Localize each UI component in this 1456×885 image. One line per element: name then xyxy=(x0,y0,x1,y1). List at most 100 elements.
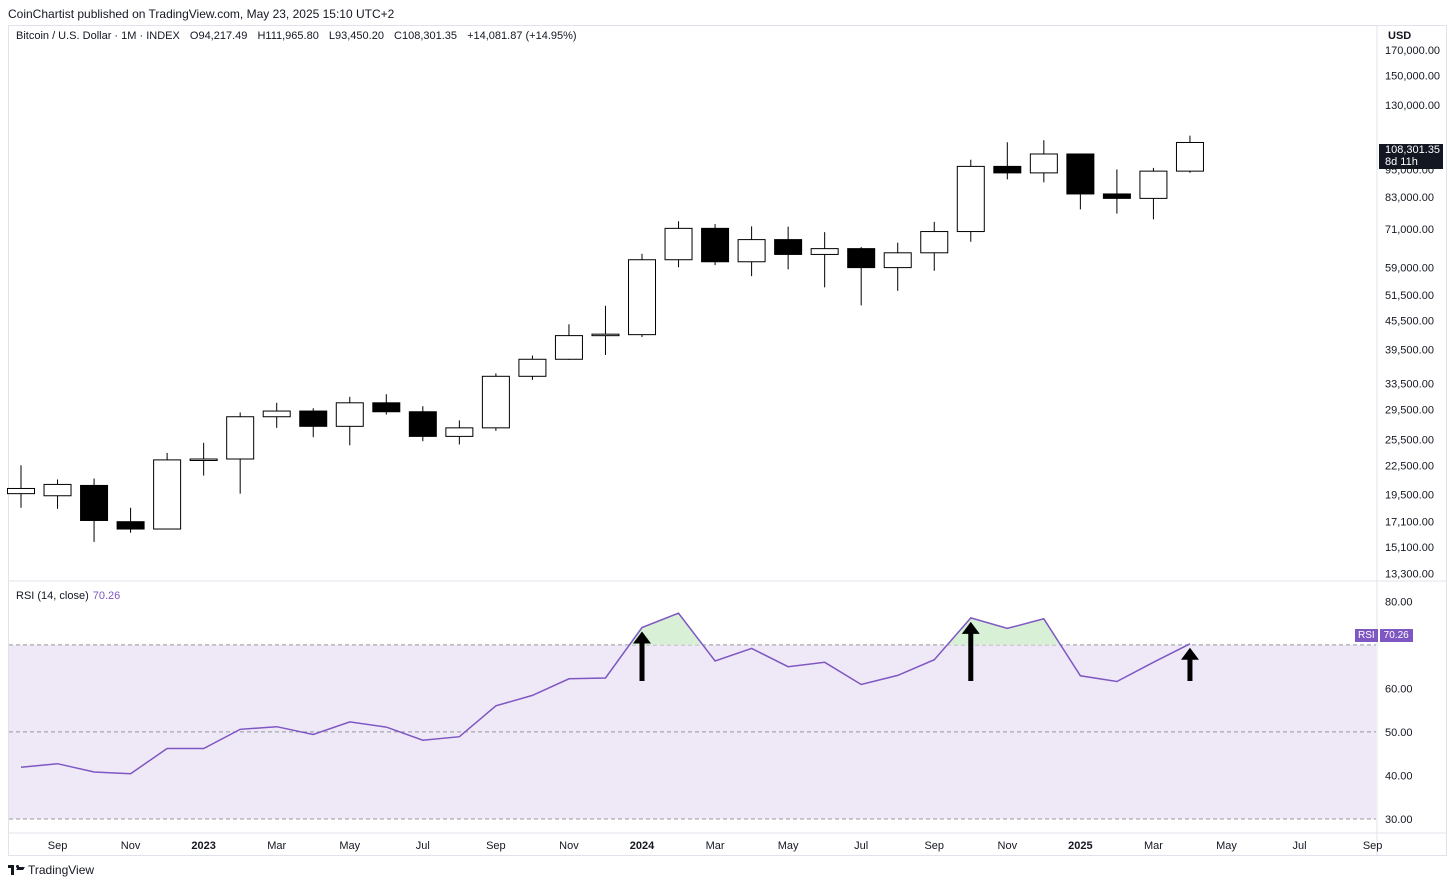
time-tick-label: May xyxy=(1216,840,1237,852)
up-arrow-icon xyxy=(1180,647,1199,681)
time-tick-label: Nov xyxy=(559,840,579,852)
chart-frame xyxy=(8,25,1447,856)
time-tick-label: 2024 xyxy=(630,840,655,852)
ohlc-change: +14,081.87 (+14.95%) xyxy=(467,30,577,42)
candle-down xyxy=(1066,153,1095,195)
up-arrow-icon xyxy=(633,631,652,681)
price-tick-label: 15,100.00 xyxy=(1385,542,1434,554)
candle-up xyxy=(956,165,985,233)
candle-up xyxy=(664,227,693,261)
rsi-tag-value: 70.26 xyxy=(1379,629,1413,642)
price-tick-label: 150,000.00 xyxy=(1385,71,1440,83)
candle-up xyxy=(7,487,35,495)
candle-up xyxy=(445,427,474,437)
rsi-last-value-tag: RSI 70.26 xyxy=(1355,629,1413,642)
brand-name[interactable]: TradingView xyxy=(28,863,95,877)
candle-up xyxy=(591,333,620,337)
candle-up xyxy=(920,231,949,254)
candle-up xyxy=(810,248,839,255)
candle-up xyxy=(43,483,72,497)
time-tick-label: Jul xyxy=(854,840,868,852)
price-tick-label: 59,000.00 xyxy=(1385,262,1434,274)
price-tick-label: 83,000.00 xyxy=(1385,192,1434,204)
price-tick-label: 170,000.00 xyxy=(1385,45,1440,57)
symbol-name[interactable]: Bitcoin / U.S. Dollar · 1M · INDEX xyxy=(16,30,180,42)
time-tick-label: Nov xyxy=(121,840,141,852)
candle-up xyxy=(518,358,547,377)
time-tick-label: Jul xyxy=(1293,840,1307,852)
price-tick-label: 130,000.00 xyxy=(1385,100,1440,112)
footer-brand: TradingView xyxy=(8,863,94,877)
last-price-tag: 108,301.35 8d 11h xyxy=(1379,144,1443,169)
candle-up xyxy=(481,375,510,429)
rsi-overbought-fill xyxy=(947,617,1061,645)
time-tick-label: Sep xyxy=(1363,840,1383,852)
time-tick-label: Sep xyxy=(48,840,68,852)
price-tick-label: 51,500.00 xyxy=(1385,290,1434,302)
price-tick-label: 17,100.00 xyxy=(1385,517,1434,529)
rsi-legend-value: 70.26 xyxy=(92,590,121,602)
publisher-caption: CoinChartist published on TradingView.co… xyxy=(8,7,395,21)
candle-down xyxy=(116,521,145,530)
last-price-value: 108,301.35 xyxy=(1385,144,1441,156)
candle-down xyxy=(847,248,876,269)
candle-up xyxy=(226,416,255,460)
price-tick-label: 71,000.00 xyxy=(1385,224,1434,236)
time-tick-label: Mar xyxy=(267,840,286,852)
candle-down xyxy=(993,165,1022,174)
candle-up xyxy=(1175,141,1204,172)
price-tick-label: 39,500.00 xyxy=(1385,345,1434,357)
time-tick-label: Nov xyxy=(998,840,1018,852)
rsi-line xyxy=(20,612,1191,775)
ohlc-close: C108,301.35 xyxy=(394,30,458,42)
rsi-tick-label: 60.00 xyxy=(1385,683,1413,695)
price-tick-label: 13,300.00 xyxy=(1385,568,1434,580)
time-tick-label: Jul xyxy=(416,840,430,852)
candle-up xyxy=(153,459,182,530)
candle-up xyxy=(262,410,291,418)
price-tick-label: 19,500.00 xyxy=(1385,490,1434,502)
candle-up xyxy=(628,259,657,336)
currency-label[interactable]: USD xyxy=(1388,30,1412,42)
bar-countdown: 8d 11h xyxy=(1385,156,1418,168)
candle-down xyxy=(372,402,401,413)
candle-up xyxy=(1029,153,1058,174)
tradingview-logo-icon xyxy=(8,865,25,875)
time-tick-label: Mar xyxy=(1144,840,1163,852)
price-tick-label: 25,500.00 xyxy=(1385,435,1434,447)
ohlc-high: H111,965.80 xyxy=(257,30,319,42)
price-tick-label: 29,500.00 xyxy=(1385,405,1434,417)
time-tick-label: Sep xyxy=(924,840,944,852)
rsi-legend: RSI (14, close) 70.26 xyxy=(16,590,120,602)
candle-up xyxy=(737,239,766,263)
candle-up xyxy=(554,335,583,360)
candle-down xyxy=(80,484,109,521)
time-tick-label: May xyxy=(778,840,799,852)
candle-down xyxy=(774,239,803,255)
candle-down xyxy=(408,411,437,437)
up-arrow-icon xyxy=(961,621,980,681)
rsi-tick-label: 50.00 xyxy=(1385,727,1413,739)
candle-up xyxy=(189,458,218,462)
candle-up xyxy=(335,402,364,427)
candle-down xyxy=(701,227,730,263)
candle-up xyxy=(883,252,912,269)
candle-down xyxy=(299,410,328,427)
rsi-tick-label: 80.00 xyxy=(1385,596,1413,608)
ohlc-low: L93,450.20 xyxy=(328,30,384,42)
ohlc-open: O94,217.49 xyxy=(189,30,248,42)
symbol-legend: Bitcoin / U.S. Dollar · 1M · INDEX O94,2… xyxy=(16,30,584,42)
time-tick-label: Mar xyxy=(706,840,725,852)
time-tick-label: 2025 xyxy=(1068,840,1092,852)
rsi-title[interactable]: RSI (14, close) xyxy=(16,590,89,602)
price-tick-label: 33,500.00 xyxy=(1385,379,1434,391)
price-tick-label: 45,500.00 xyxy=(1385,316,1434,328)
rsi-tick-label: 40.00 xyxy=(1385,770,1413,782)
rsi-tick-label: 30.00 xyxy=(1385,814,1413,826)
time-tick-label: May xyxy=(339,840,360,852)
rsi-tag-label: RSI xyxy=(1355,629,1378,642)
time-tick-label: Sep xyxy=(486,840,506,852)
candle-up xyxy=(1139,170,1168,199)
price-tick-label: 22,500.00 xyxy=(1385,460,1434,472)
